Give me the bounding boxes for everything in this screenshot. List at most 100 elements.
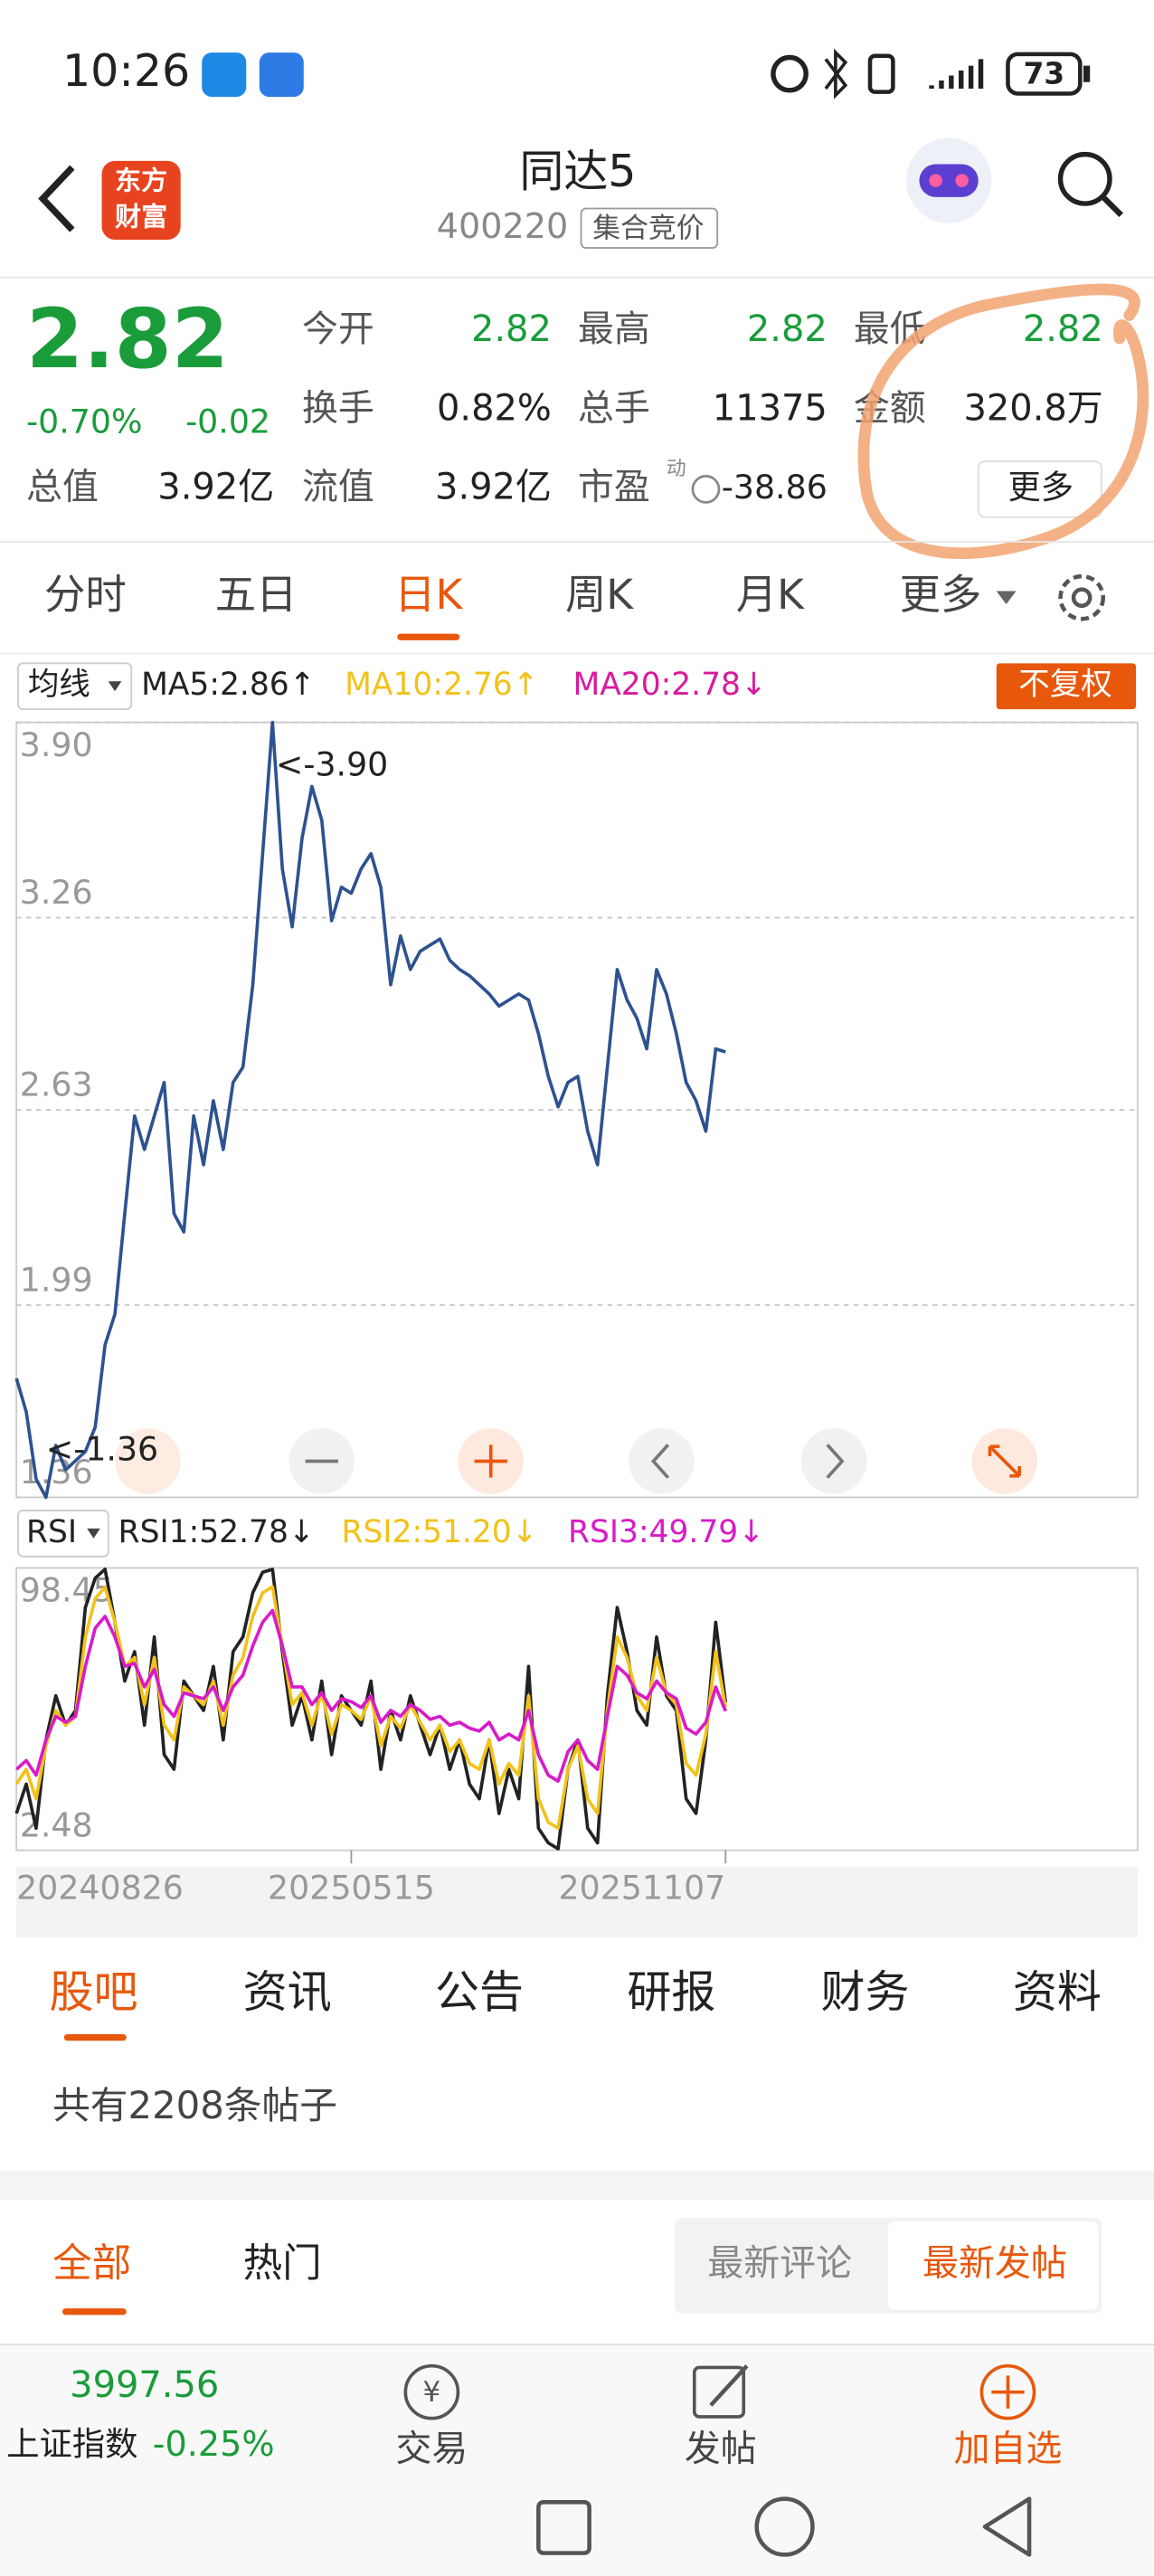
data-line [14,1567,728,1851]
legend-text: MA5:2.86↑ [141,667,315,703]
section-tab[interactable]: 财务 [821,1966,910,2018]
battery-cap [1083,65,1091,82]
logo-text: 财富 [115,201,167,232]
indicator-select[interactable] [17,1510,109,1558]
section-tab[interactable]: 公告 [435,1966,524,2018]
y-tick-label: 3.90 [20,725,93,764]
rsi-chart-frame [15,1567,1139,1852]
adjust-button[interactable] [996,663,1137,710]
last-price: 2.82 [26,292,229,387]
app-logo[interactable] [101,160,181,241]
dropdown-arrow [996,591,1017,604]
section-tab[interactable]: 资料 [1013,1966,1102,2018]
action-label[interactable]: 交易 [395,2429,468,2470]
pe-info-icon[interactable] [691,475,721,504]
change-pct: -0.70% [26,402,142,440]
sort-option-active[interactable]: 最新发帖 [922,2242,1067,2284]
section-tab-active[interactable]: 股吧 [49,1966,137,2018]
adjust-text: 不复权 [1018,667,1111,703]
period-tab[interactable]: 月K [736,571,805,619]
section-tab[interactable]: 研报 [627,1966,715,2018]
period-tab[interactable]: 五日 [215,571,298,619]
bottom-bar [0,2344,1154,2489]
right-icon [826,1444,845,1479]
filter-tab[interactable]: 热门 [243,2241,322,2287]
y-tick-label: 1.99 [20,1261,93,1300]
alarm-icon [771,54,809,93]
bluetooth-icon [824,48,848,99]
max-annotation: <-3.90 [276,745,388,784]
nav-recent[interactable] [536,2500,591,2555]
section-tab[interactable]: 资讯 [243,1966,332,2018]
post-count: 共有2208条帖子 [52,2083,337,2127]
tab-underline [397,633,460,640]
index-name: 上证指数 [6,2425,137,2464]
stock-code: 400220 [437,206,568,246]
legend-text: RSI1:52.78↓ [118,1514,315,1550]
legend-text: RSI2:51.20↓ [342,1514,538,1550]
field-label: 流值 [302,466,374,507]
nav-back[interactable] [982,2496,1032,2557]
trade-icon [403,2363,460,2420]
settings-button[interactable] [1058,573,1106,621]
action-label[interactable]: 发帖 [685,2429,757,2470]
app-icon [202,52,247,98]
status-tag [580,207,719,249]
field-label: 市盈 [578,466,650,507]
index-value[interactable]: 3997.56 [70,2364,219,2406]
post-icon [692,2365,746,2419]
filter-tab-active[interactable]: 全部 [52,2241,131,2287]
data-line [14,720,726,1500]
field-value: 0.82% [437,387,552,429]
x-tick-label: 20250515 [268,1868,435,1907]
chart-button[interactable] [115,1428,181,1494]
index-change: -0.25% [153,2424,275,2464]
x-tick-label: 20240826 [16,1868,184,1907]
y-tick-label: 2.48 [20,1805,93,1844]
y-tick-label: 2.63 [20,1065,93,1104]
dropdown-arrow [108,681,122,692]
back-button[interactable] [38,165,75,232]
period-tab[interactable]: 分时 [44,571,127,619]
field-value: 320.8万 [964,387,1103,429]
stock-name: 同达5 [519,146,636,197]
app-icon [259,52,304,98]
indicator-select[interactable] [17,662,133,711]
add-plus [991,2375,1025,2409]
sort-option-active-bg [887,2221,1099,2310]
change: -0.02 [185,402,270,440]
chart-button[interactable] [629,1428,695,1494]
field-label: 总值 [26,466,99,507]
date-band [16,1866,1138,1937]
field-value: 2.82 [471,308,552,350]
more-button-text: 更多 [1007,468,1074,507]
sort-option[interactable]: 最新评论 [707,2242,852,2284]
x-tick-label: 20251107 [559,1868,726,1907]
search-button[interactable] [1057,151,1112,206]
legend-text: RSI3:49.79↓ [568,1514,764,1550]
tab-underline [61,2308,127,2316]
battery-level: 73 [1024,56,1064,90]
chart-button[interactable] [800,1428,867,1494]
field-label: 最高 [578,308,650,350]
period-tab[interactable]: 更多 [900,571,982,619]
field-label: 换手 [302,387,374,429]
legend-text: MA10:2.76↑ [345,667,538,703]
tab-underline [63,2033,127,2041]
period-tab[interactable]: 周K [565,571,634,619]
fullscreen-icon [988,1444,1021,1478]
clock: 10:26 [62,45,190,97]
period-tab-active[interactable]: 日K [394,571,463,619]
action-label[interactable]: 加自选 [954,2429,1063,2470]
nav-home[interactable] [754,2496,815,2557]
add-icon [979,2363,1036,2420]
logo-text: 东方 [115,165,167,195]
field-value: 11375 [713,387,828,429]
status-tag-text: 集合竞价 [592,213,704,245]
battery [1006,52,1083,96]
field-label: 总手 [578,387,650,429]
dropdown-arrow [87,1528,100,1539]
more-button[interactable] [977,460,1102,518]
robot-face [919,164,979,197]
